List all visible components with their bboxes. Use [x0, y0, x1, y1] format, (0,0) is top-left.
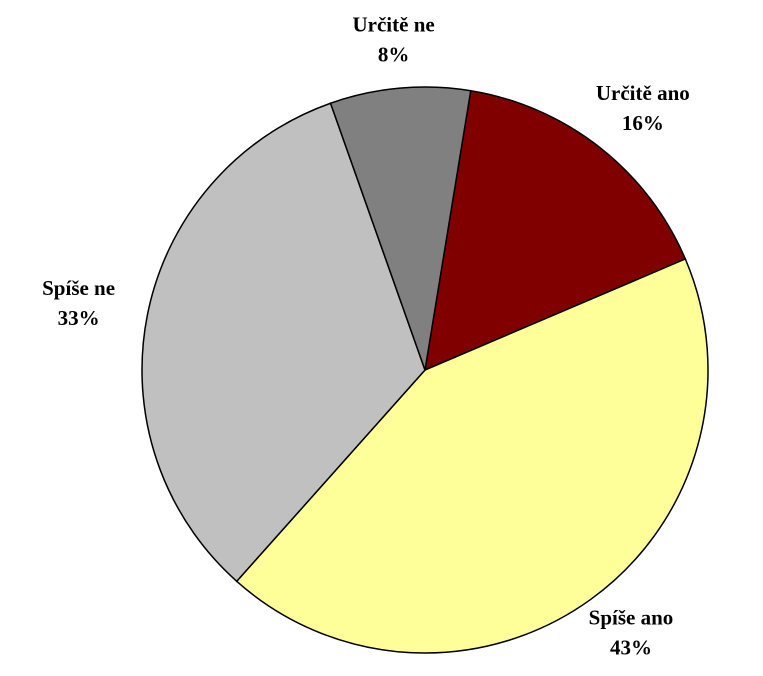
pie-slice — [424, 89, 687, 372]
slice-label: Spíše ne 33% — [42, 276, 115, 330]
category-label: Spíše ne — [42, 276, 115, 300]
value-label: 33% — [58, 306, 100, 330]
slice-label: Spíše ano 43% — [589, 605, 674, 659]
category-label: Určitě ano — [596, 81, 690, 105]
slice-label: Určitě ne 8% — [353, 12, 435, 66]
category-label: Spíše ano — [589, 605, 674, 629]
value-label: 16% — [622, 111, 664, 135]
slice-label: Určitě ano 16% — [596, 81, 690, 135]
value-label: 8% — [378, 42, 410, 66]
pie-slice — [329, 86, 472, 371]
value-label: 43% — [610, 635, 652, 659]
pie-slice — [235, 257, 709, 654]
pie-slice — [141, 102, 426, 583]
category-label: Určitě ne — [353, 12, 435, 36]
